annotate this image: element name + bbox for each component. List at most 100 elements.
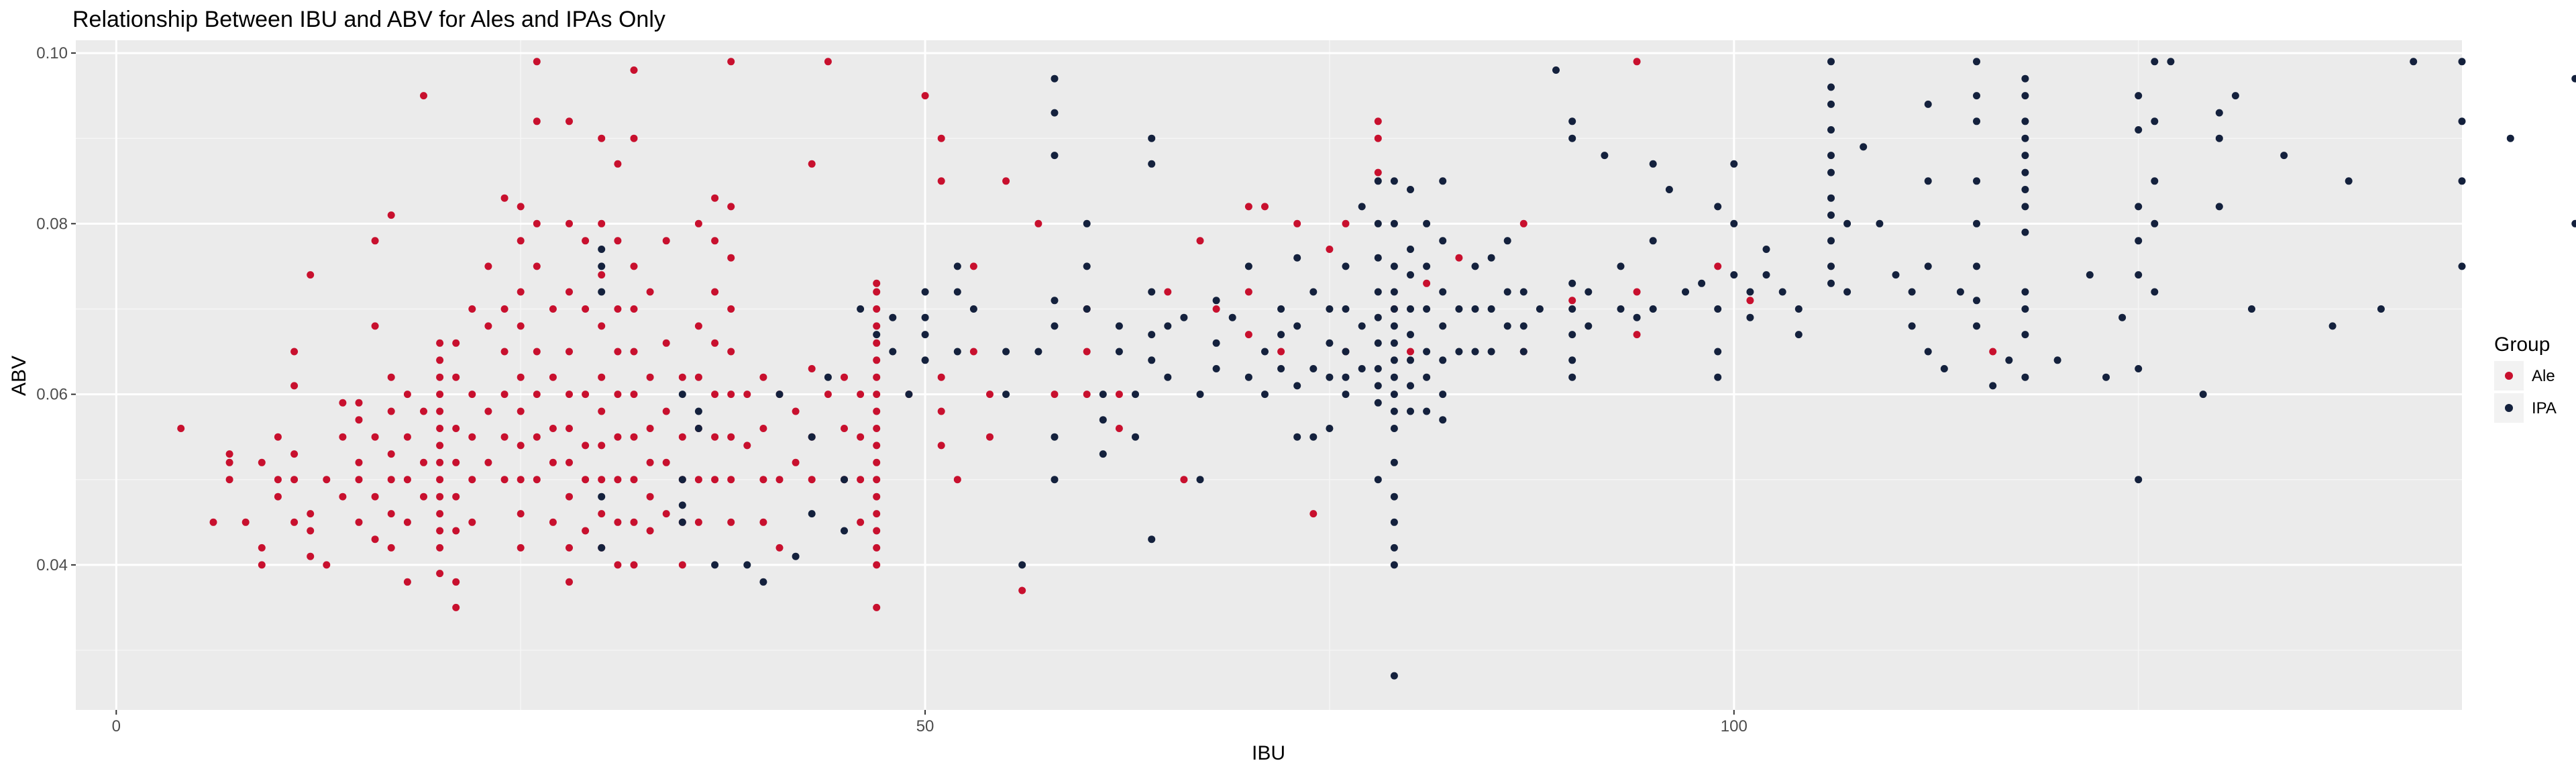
ipa-point	[1778, 288, 1786, 296]
ale-point	[549, 305, 557, 313]
ale-point	[857, 391, 865, 399]
ipa-point	[1390, 493, 1398, 501]
ale-point	[841, 425, 848, 432]
ipa-point	[1423, 262, 1431, 270]
ale-point	[759, 425, 767, 432]
ale-point	[630, 433, 638, 441]
ipa-point	[1730, 271, 1738, 279]
ale-point	[468, 391, 476, 399]
ale-point	[1115, 425, 1123, 432]
ipa-point	[808, 510, 816, 518]
ale-point	[598, 271, 606, 279]
ale-point	[598, 134, 606, 142]
ale-point	[1244, 203, 1252, 211]
ale-point	[436, 391, 444, 399]
ipa-point	[1423, 305, 1431, 313]
ipa-point	[1892, 271, 1900, 279]
ale-point	[420, 407, 427, 415]
ipa-point	[1439, 237, 1447, 245]
ale-point	[614, 160, 622, 168]
ipa-point	[1908, 288, 1916, 296]
ale-point	[403, 433, 411, 441]
ale-point	[873, 339, 881, 347]
ale-point	[436, 570, 444, 578]
ipa-point	[1244, 262, 1252, 270]
ipa-point	[1358, 322, 1366, 330]
ipa-point	[1973, 58, 1980, 66]
ale-point	[1277, 348, 1285, 356]
ipa-point	[1568, 356, 1576, 364]
ipa-point	[2458, 262, 2466, 270]
ipa-point	[1407, 186, 1414, 193]
ipa-point	[2102, 373, 2110, 381]
ale-point	[436, 527, 444, 535]
ipa-point	[1568, 305, 1576, 313]
ipa-point	[2021, 305, 2029, 313]
ale-point	[387, 407, 395, 415]
ale-point	[371, 535, 379, 544]
ale-point	[775, 544, 784, 552]
ale-point	[420, 493, 427, 501]
ale-point	[452, 425, 460, 432]
ipa-point	[2248, 305, 2255, 313]
ipa-point	[1390, 219, 1398, 227]
ale-point	[1244, 331, 1252, 339]
ale-point	[727, 348, 735, 356]
ipa-point	[1342, 373, 1350, 381]
ipa-point	[678, 518, 686, 526]
ipa-point	[1843, 219, 1851, 227]
ale-point	[1083, 348, 1091, 356]
legend-key-ipa	[2505, 404, 2513, 412]
ale-point	[500, 348, 508, 356]
ale-point	[678, 373, 686, 381]
ale-point	[694, 476, 702, 484]
ale-point	[307, 510, 315, 518]
ale-point	[355, 518, 363, 526]
ipa-point	[1374, 382, 1382, 390]
ale-point	[873, 476, 881, 484]
ipa-point	[2345, 177, 2353, 185]
ale-point	[258, 544, 266, 552]
ale-point	[436, 510, 444, 518]
ale-point	[873, 288, 881, 296]
ale-point	[824, 391, 832, 399]
ale-point	[307, 552, 315, 560]
ipa-point	[1924, 177, 1932, 185]
ale-point	[1633, 58, 1641, 66]
ipa-point	[1148, 160, 1156, 168]
ipa-point	[1326, 425, 1334, 432]
ipa-point	[1503, 288, 1511, 296]
ale-point	[694, 219, 702, 227]
ipa-point	[1940, 365, 1948, 372]
ale-point	[517, 237, 525, 245]
ale-point	[1374, 168, 1382, 176]
ale-point	[403, 578, 411, 586]
ale-point	[517, 442, 525, 450]
ale-point	[873, 527, 881, 535]
ale-point	[533, 58, 541, 66]
ale-point	[484, 407, 492, 415]
ipa-point	[1730, 160, 1738, 168]
ipa-point	[2458, 58, 2466, 66]
ipa-point	[1374, 177, 1382, 185]
ipa-point	[775, 391, 784, 399]
ale-point	[937, 134, 945, 142]
legend-key-ale	[2505, 372, 2513, 380]
ale-point	[1374, 134, 1382, 142]
ale-point	[371, 493, 379, 501]
ale-point	[969, 262, 977, 270]
ipa-point	[2021, 373, 2029, 381]
ale-point	[468, 518, 476, 526]
ale-point	[452, 373, 460, 381]
ale-point	[339, 399, 347, 407]
ale-point	[727, 433, 735, 441]
ipa-point	[1617, 262, 1625, 270]
ale-point	[727, 305, 735, 313]
ale-point	[387, 211, 395, 219]
ipa-point	[598, 288, 606, 296]
ipa-point	[1536, 305, 1544, 313]
ale-point	[420, 92, 427, 100]
ale-point	[873, 493, 881, 501]
ipa-point	[1390, 391, 1398, 399]
